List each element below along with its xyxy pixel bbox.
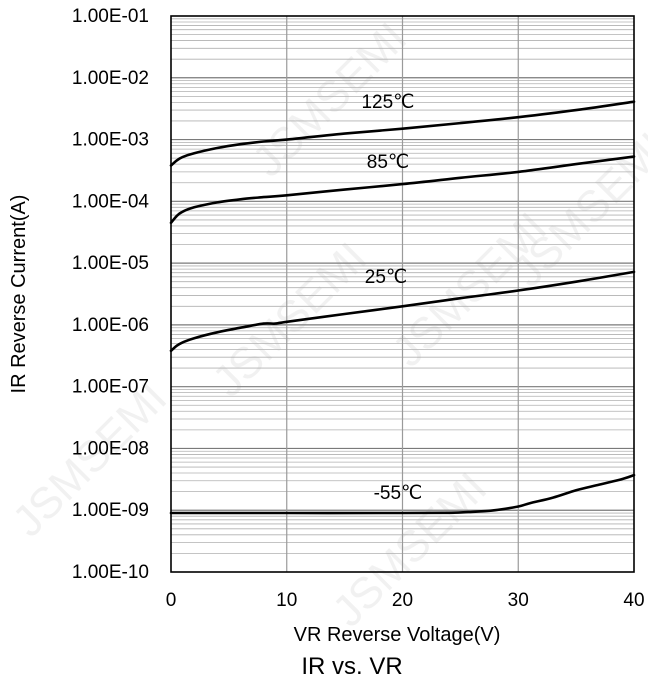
series-label: 85℃ xyxy=(367,152,409,173)
y-tick-label: 1.00E-02 xyxy=(72,68,149,89)
series-line-3 xyxy=(169,473,636,515)
series-layer xyxy=(169,100,636,515)
series-line-0 xyxy=(169,100,636,167)
series-line-2 xyxy=(169,270,636,353)
plot-frame xyxy=(170,15,635,573)
y-tick-label: 1.00E-06 xyxy=(72,315,149,336)
y-axis-label: IR Reverse Current(A) xyxy=(8,195,30,394)
y-tick-label: 1.00E-08 xyxy=(72,438,149,459)
x-tick-label: 0 xyxy=(166,590,177,611)
y-tick-label: 1.00E-10 xyxy=(72,562,149,583)
x-tick-label: 40 xyxy=(623,590,644,611)
series-line-1 xyxy=(169,155,636,225)
x-tick-label: 20 xyxy=(392,590,413,611)
y-tick-label: 1.00E-05 xyxy=(72,253,149,274)
series-labels: 125℃ 85℃ 25℃ -55℃ xyxy=(361,92,422,504)
y-tick-labels: 1.00E-01 1.00E-02 1.00E-03 1.00E-04 1.00E-05… xyxy=(72,6,150,583)
x-tick-labels: 0 10 20 30 40 xyxy=(166,590,645,611)
y-tick-label: 1.00E-07 xyxy=(72,377,149,398)
series-label: 25℃ xyxy=(365,267,407,288)
y-tick-label: 1.00E-03 xyxy=(72,130,149,151)
grid xyxy=(171,16,634,572)
series-label: 125℃ xyxy=(361,92,414,113)
y-tick-label: 1.00E-01 xyxy=(72,6,149,27)
series-label: -55℃ xyxy=(374,483,423,504)
x-tick-label: 30 xyxy=(508,590,529,611)
x-tick-label: 10 xyxy=(276,590,297,611)
x-axis-label: VR Reverse Voltage(V) xyxy=(294,624,501,646)
y-tick-label: 1.00E-09 xyxy=(72,500,149,521)
chart-title: IR vs. VR xyxy=(301,653,402,680)
y-tick-label: 1.00E-04 xyxy=(72,191,150,212)
